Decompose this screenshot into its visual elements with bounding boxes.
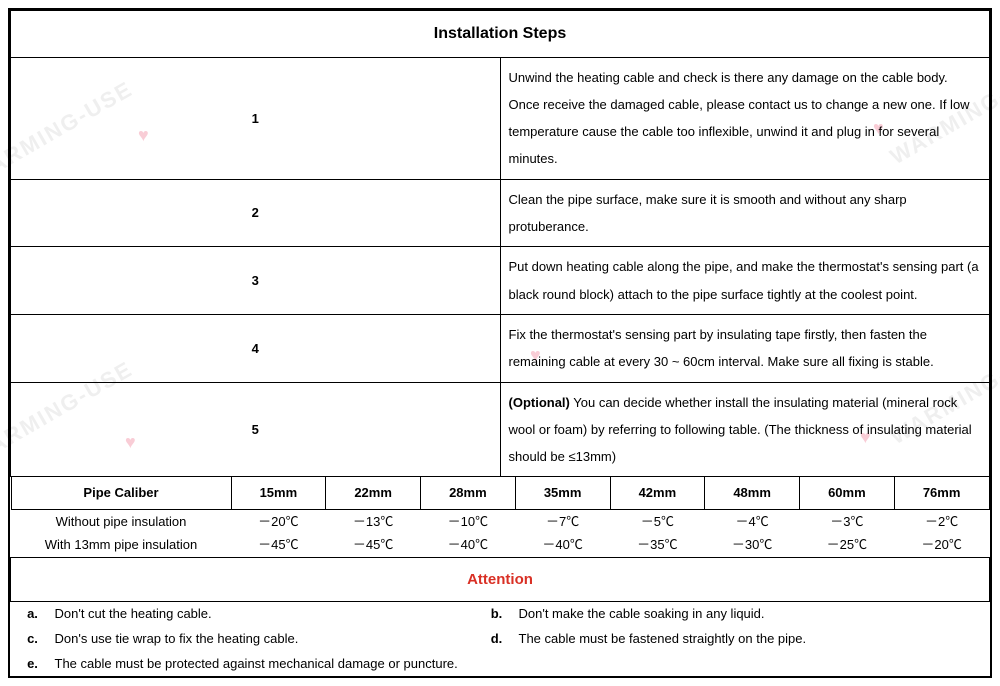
caliber-row-label: With 13mm pipe insulation xyxy=(11,533,231,556)
step-row: 5 (Optional) You can decide whether inst… xyxy=(11,382,990,477)
attention-title-row: Attention xyxy=(11,557,990,602)
caliber-col: 60mm xyxy=(800,477,895,509)
attention-row: e. The cable must be protected against m… xyxy=(11,652,990,677)
attention-row: c. Don's use tie wrap to fix the heating… xyxy=(11,627,990,652)
step-number: 3 xyxy=(11,247,501,315)
attention-text: Don's use tie wrap to fix the heating ca… xyxy=(55,627,475,652)
step-text-body: You can decide whether install the insul… xyxy=(509,395,972,465)
caliber-value: －25℃ xyxy=(800,533,895,556)
caliber-data-row: Without pipe insulation －20℃ －13℃ －10℃ －… xyxy=(11,509,989,533)
section-title-row: Installation Steps xyxy=(11,11,990,58)
caliber-header-label: Pipe Caliber xyxy=(11,477,231,509)
step-row: 3 Put down heating cable along the pipe,… xyxy=(11,247,990,315)
step-text: Put down heating cable along the pipe, a… xyxy=(500,247,990,315)
step-text: Unwind the heating cable and check is th… xyxy=(500,57,990,179)
caliber-value: －4℃ xyxy=(705,509,800,533)
caliber-value: －3℃ xyxy=(800,509,895,533)
attention-text: The cable must be protected against mech… xyxy=(55,652,990,677)
caliber-table: Pipe Caliber 15mm 22mm 28mm 35mm 42mm 48… xyxy=(11,477,990,556)
step-row: 2 Clean the pipe surface, make sure it i… xyxy=(11,179,990,247)
step-text: Clean the pipe surface, make sure it is … xyxy=(500,179,990,247)
step-text: (Optional) You can decide whether instal… xyxy=(500,382,990,477)
step-number: 4 xyxy=(11,314,501,382)
caliber-value: －10℃ xyxy=(421,509,516,533)
caliber-value: －30℃ xyxy=(705,533,800,556)
attention-letter: c. xyxy=(11,627,55,652)
step-number: 1 xyxy=(11,57,501,179)
attention-table: a. Don't cut the heating cable. b. Don't… xyxy=(11,602,990,676)
caliber-value: －13℃ xyxy=(326,509,421,533)
caliber-col: 76mm xyxy=(894,477,989,509)
attention-text: Don't cut the heating cable. xyxy=(55,602,475,627)
attention-letter: e. xyxy=(11,652,55,677)
caliber-value: －20℃ xyxy=(231,509,326,533)
caliber-subtable-row: Pipe Caliber 15mm 22mm 28mm 35mm 42mm 48… xyxy=(11,477,990,557)
caliber-col: 48mm xyxy=(705,477,800,509)
caliber-value: －40℃ xyxy=(515,533,610,556)
caliber-value: －2℃ xyxy=(894,509,989,533)
caliber-row-label: Without pipe insulation xyxy=(11,509,231,533)
section-title: Installation Steps xyxy=(11,11,990,58)
document-frame: Installation Steps 1 Unwind the heating … xyxy=(8,8,992,678)
caliber-value: －5℃ xyxy=(610,509,705,533)
attention-text: The cable must be fastened straightly on… xyxy=(519,627,990,652)
step-number: 2 xyxy=(11,179,501,247)
caliber-data-row: With 13mm pipe insulation －45℃ －45℃ －40℃… xyxy=(11,533,989,556)
installation-table: Installation Steps 1 Unwind the heating … xyxy=(10,10,990,676)
attention-grid-row: a. Don't cut the heating cable. b. Don't… xyxy=(11,602,990,677)
caliber-header-row: Pipe Caliber 15mm 22mm 28mm 35mm 42mm 48… xyxy=(11,477,989,509)
step-bold-lead: (Optional) xyxy=(509,395,570,410)
caliber-value: －7℃ xyxy=(515,509,610,533)
caliber-col: 35mm xyxy=(515,477,610,509)
attention-row: a. Don't cut the heating cable. b. Don't… xyxy=(11,602,990,627)
attention-letter: b. xyxy=(475,602,519,627)
caliber-value: －45℃ xyxy=(231,533,326,556)
attention-text: Don't make the cable soaking in any liqu… xyxy=(519,602,990,627)
attention-letter: a. xyxy=(11,602,55,627)
caliber-col: 42mm xyxy=(610,477,705,509)
caliber-value: －20℃ xyxy=(894,533,989,556)
step-row: 1 Unwind the heating cable and check is … xyxy=(11,57,990,179)
caliber-value: －45℃ xyxy=(326,533,421,556)
caliber-col: 22mm xyxy=(326,477,421,509)
caliber-col: 28mm xyxy=(421,477,516,509)
caliber-value: －35℃ xyxy=(610,533,705,556)
caliber-value: －40℃ xyxy=(421,533,516,556)
caliber-col: 15mm xyxy=(231,477,326,509)
attention-letter: d. xyxy=(475,627,519,652)
step-row: 4 Fix the thermostat's sensing part by i… xyxy=(11,314,990,382)
step-text: Fix the thermostat's sensing part by ins… xyxy=(500,314,990,382)
step-number: 5 xyxy=(11,382,501,477)
attention-title: Attention xyxy=(11,557,990,602)
